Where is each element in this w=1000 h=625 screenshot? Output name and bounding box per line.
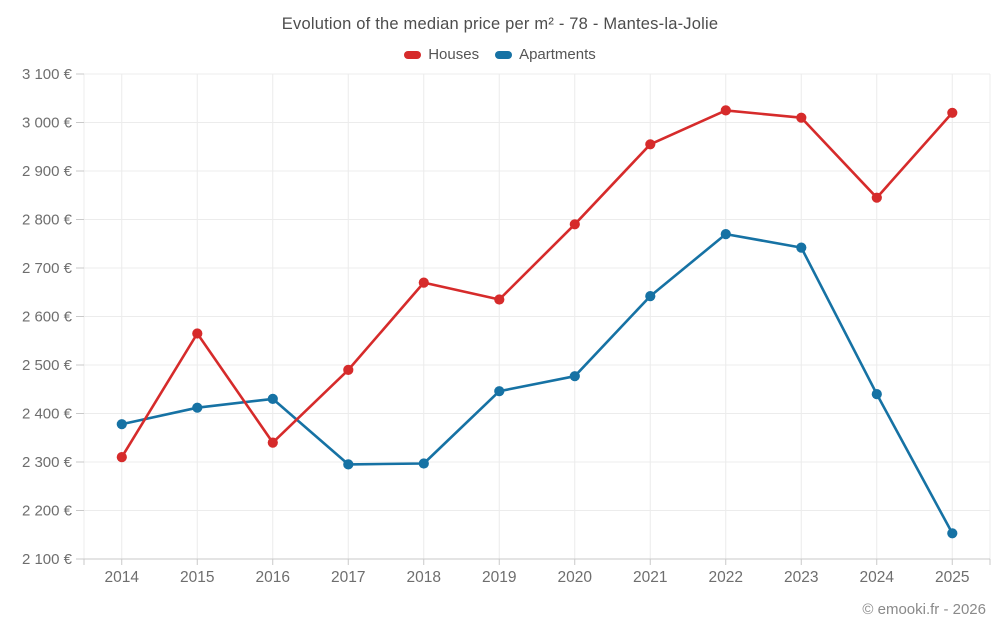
apartments-point-2025[interactable]: [947, 528, 958, 539]
houses-point-2019[interactable]: [494, 294, 505, 305]
houses-legend-swatch-icon: [404, 50, 422, 59]
apartments-point-2019[interactable]: [494, 386, 505, 397]
y-tick-label: 2 800 €: [22, 212, 73, 229]
apartments-point-2014[interactable]: [116, 419, 127, 430]
houses-point-2025[interactable]: [947, 107, 958, 118]
y-tick-label: 2 400 €: [22, 406, 73, 423]
houses-line: [120, 109, 954, 459]
x-tick-label: 2017: [331, 569, 365, 586]
x-tick-label: 2022: [709, 569, 743, 586]
y-tick-label: 2 700 €: [22, 260, 73, 277]
legend-label-houses: Houses: [428, 46, 480, 63]
x-tick-label: 2018: [407, 569, 441, 586]
houses-point-2014[interactable]: [116, 452, 127, 463]
houses-point-2023[interactable]: [796, 112, 807, 123]
x-tick-label: 2020: [558, 569, 593, 586]
houses-point-2021[interactable]: [645, 139, 656, 150]
houses-point-2022[interactable]: [720, 105, 731, 116]
x-tick-label: 2019: [482, 569, 516, 586]
apartments-point-2023[interactable]: [796, 242, 807, 253]
apartments-point-2022[interactable]: [720, 229, 731, 240]
apartments-point-2020[interactable]: [569, 371, 580, 382]
x-tick-label: 2024: [860, 569, 895, 586]
y-tick-label: 2 600 €: [22, 309, 73, 326]
legend-item-houses[interactable]: Houses: [404, 46, 479, 63]
houses-point-2018[interactable]: [418, 277, 429, 288]
legend-item-apartments[interactable]: Apartments: [495, 46, 596, 63]
apartments-point-2024[interactable]: [871, 389, 882, 400]
y-tick-label: 2 300 €: [22, 454, 73, 471]
y-tick-label: 2 900 €: [22, 163, 73, 180]
y-tick-label: 2 500 €: [22, 357, 73, 374]
x-tick-label: 2015: [180, 569, 214, 586]
x-tick-label: 2021: [633, 569, 667, 586]
apartments-point-2018[interactable]: [418, 458, 429, 469]
apartments-line: [120, 232, 954, 535]
x-tick-label: 2023: [784, 569, 818, 586]
apartments-legend-swatch-icon: [495, 50, 513, 59]
apartments-point-2016[interactable]: [267, 393, 278, 404]
x-tick-label: 2025: [935, 569, 969, 586]
apartments-point-2015[interactable]: [192, 402, 203, 413]
chart-title: Evolution of the median price per m² - 7…: [281, 15, 719, 33]
y-tick-label: 2 200 €: [22, 503, 73, 520]
x-tick-label: 2016: [256, 569, 290, 586]
copyright-notice: © emooki.fr - 2026: [862, 601, 986, 618]
houses-point-2015[interactable]: [192, 328, 203, 339]
x-tick-label: 2014: [105, 569, 140, 586]
houses-point-2020[interactable]: [569, 219, 580, 230]
houses-point-2016[interactable]: [267, 437, 278, 448]
apartments-point-2017[interactable]: [343, 459, 354, 470]
y-tick-label: 2 100 €: [22, 551, 73, 568]
houses-point-2017[interactable]: [343, 364, 354, 375]
apartments-point-2021[interactable]: [645, 291, 656, 302]
y-tick-label: 3 000 €: [22, 115, 73, 132]
y-tick-label: 3 100 €: [22, 66, 73, 83]
chart-legend: Houses Apartments: [0, 46, 1000, 63]
houses-point-2024[interactable]: [871, 192, 882, 203]
legend-label-apartments: Apartments: [519, 46, 596, 63]
